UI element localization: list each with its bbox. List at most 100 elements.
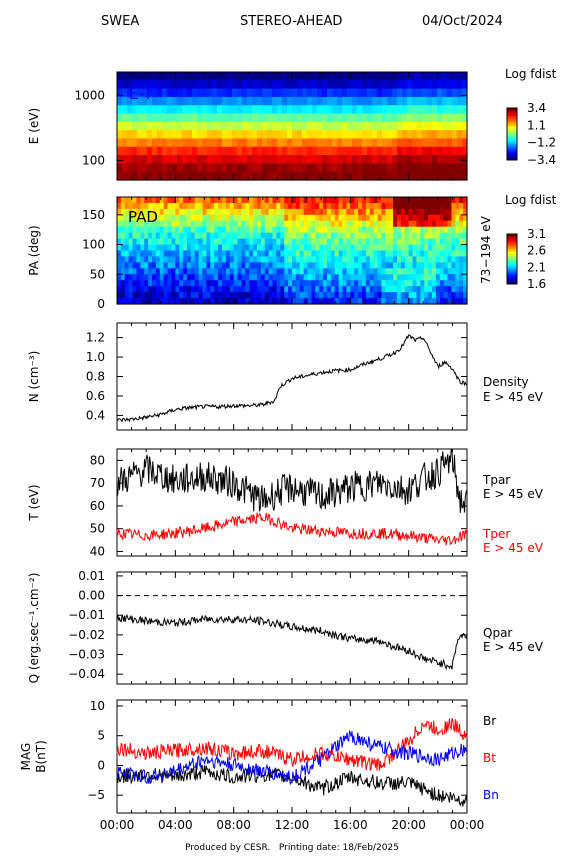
pad-cell: [268, 226, 274, 234]
pad-cell: [428, 202, 433, 210]
pad-cell: [198, 286, 204, 293]
pad-cell: [369, 274, 375, 281]
spectrogram-cell: [372, 130, 378, 140]
pad-cell: [136, 262, 141, 269]
pad-cell: [155, 226, 161, 234]
pad-cell: [268, 208, 274, 216]
pad-cell: [428, 256, 433, 263]
series-line-tper: [116, 512, 468, 546]
pad-cell: [350, 250, 355, 258]
spectrogram-cell: [132, 80, 138, 90]
spectrogram-cell: [182, 72, 188, 81]
pad-cell: [455, 262, 460, 269]
pad-cell: [163, 238, 169, 246]
pad-cell: [179, 214, 184, 222]
pad-cell: [179, 280, 184, 287]
pad-cell: [144, 256, 149, 263]
pad-cell: [295, 202, 301, 210]
spectrogram-cell: [142, 121, 148, 131]
pad-cell: [342, 244, 348, 252]
header-date: 04/Oct/2024: [422, 14, 503, 29]
pad-cell: [432, 286, 437, 293]
pad-cell: [171, 286, 176, 293]
pad-cell: [218, 262, 223, 269]
pad-cell: [447, 208, 453, 216]
spectrogram-cell: [402, 130, 408, 140]
pad-cell: [206, 256, 211, 263]
pad-cell: [459, 232, 464, 240]
pad-cell: [330, 292, 336, 299]
pad-cell: [132, 202, 138, 210]
pad-cell: [369, 286, 375, 293]
pad-cell: [459, 244, 464, 252]
pad-cell: [362, 220, 367, 228]
pad-cell: [237, 274, 243, 281]
pad-cell: [280, 202, 285, 210]
pad-cell: [187, 238, 192, 246]
pad-cell: [311, 208, 316, 216]
spectrogram-cell: [182, 113, 188, 123]
spectrogram-cell: [367, 138, 373, 148]
colorbar-et-swatch: [507, 131, 517, 135]
pad-cell: [350, 286, 355, 293]
pad-cell: [194, 202, 200, 210]
pad-cell: [315, 238, 320, 246]
pad-cell: [264, 226, 270, 234]
spectrogram-cell: [302, 138, 308, 148]
pad-cell: [284, 220, 289, 228]
pad-cell: [276, 274, 281, 281]
spectrogram-cell: [397, 138, 403, 148]
spectrogram-cell: [167, 171, 173, 181]
spectrogram-cell: [252, 163, 258, 173]
spectrogram-cell: [357, 113, 363, 123]
pad-cell: [451, 256, 456, 263]
pad-cell: [292, 197, 297, 204]
pad-cell: [319, 280, 324, 287]
pad-cell: [385, 256, 390, 263]
pad-cell: [276, 298, 281, 305]
pad-cell: [428, 238, 433, 246]
spectrogram-cell: [357, 138, 363, 148]
spectrogram-cell: [187, 121, 193, 131]
spectrogram-cell: [322, 130, 328, 140]
spectrogram-cell: [412, 72, 418, 81]
pad-cell: [311, 226, 316, 234]
spectrogram-cell: [202, 72, 208, 81]
pad-cell: [389, 256, 394, 263]
pad-cell: [284, 286, 289, 293]
pad-cell: [303, 238, 309, 246]
spectrogram-cell: [447, 88, 453, 98]
pad-cell: [389, 274, 394, 281]
pad-cell: [218, 298, 223, 305]
pad-cell: [171, 256, 176, 263]
pad-cell: [171, 238, 176, 246]
spectrogram-cell: [257, 146, 263, 156]
spectrogram-cell: [272, 155, 278, 164]
spectrogram-cell: [292, 105, 298, 115]
pad-cell: [362, 280, 367, 287]
spectrogram-cell: [182, 96, 188, 106]
pad-cell: [463, 226, 468, 234]
pad-cell: [447, 238, 453, 246]
spectrogram-cell: [222, 171, 228, 181]
pad-cell: [432, 208, 437, 216]
pad-cell: [155, 238, 161, 246]
spectrogram-cell: [162, 121, 168, 131]
pad-cell: [155, 298, 161, 305]
pad-cell: [365, 298, 371, 305]
pad-cell: [202, 232, 208, 240]
pad-cell: [245, 202, 250, 210]
spectrogram-cell: [162, 146, 168, 156]
pad-cell: [362, 238, 367, 246]
pad-cell: [171, 197, 176, 204]
spectrogram-cell: [447, 155, 453, 164]
pad-cell: [319, 208, 324, 216]
pad-cell: [447, 256, 453, 263]
pad-cell: [124, 262, 130, 269]
pad-cell: [334, 197, 340, 204]
pad-cell: [280, 238, 285, 246]
pad-cell: [218, 197, 223, 204]
spectrogram-cell: [417, 155, 423, 164]
pad-cell: [229, 298, 235, 305]
pad-cell: [346, 262, 351, 269]
